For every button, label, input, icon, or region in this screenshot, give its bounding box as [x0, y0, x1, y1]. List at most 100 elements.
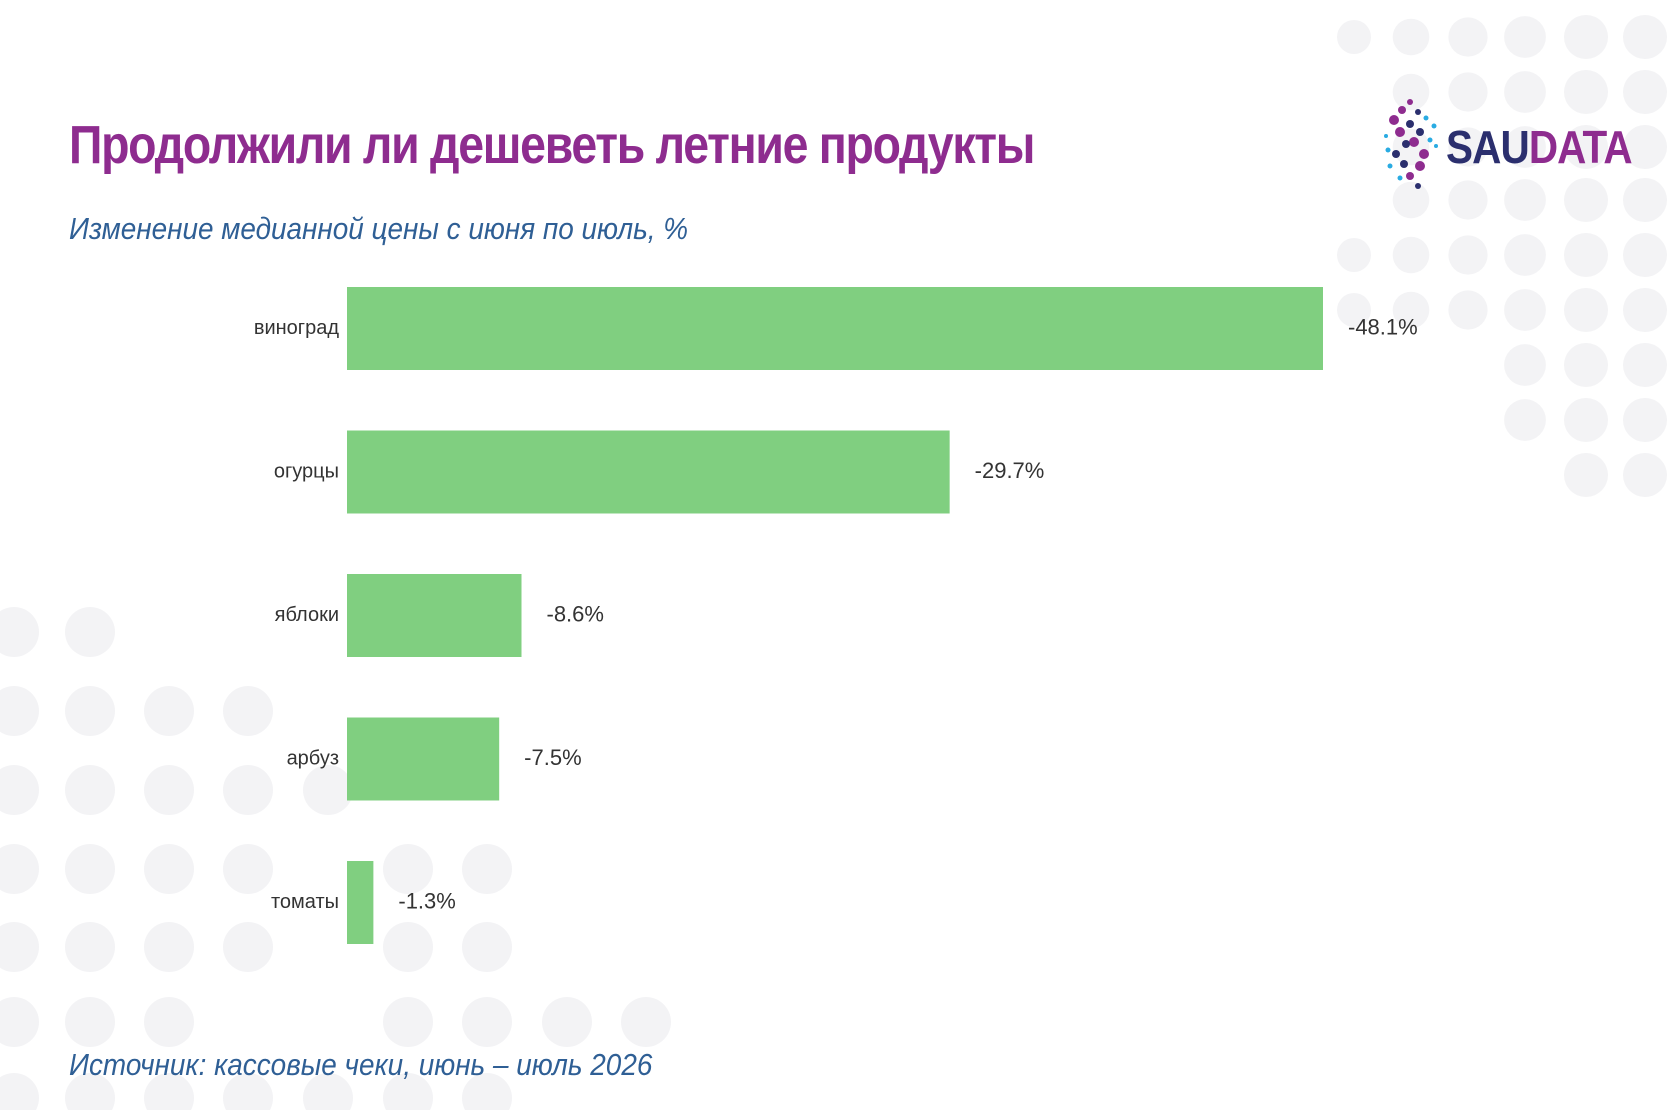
background-dot	[1337, 238, 1371, 272]
background-dot	[383, 1073, 433, 1110]
background-dot	[1623, 125, 1667, 169]
background-dot	[0, 686, 39, 736]
background-dot	[1504, 179, 1546, 221]
source-note: Источник: кассовые чеки, июнь – июль 202…	[69, 1047, 653, 1082]
background-dot	[1623, 288, 1667, 332]
background-dot	[462, 997, 512, 1047]
background-dot	[1504, 399, 1546, 441]
background-dot	[1504, 289, 1546, 331]
background-dot	[462, 844, 512, 894]
value-label: -48.1%	[1348, 314, 1418, 339]
background-dot	[1564, 178, 1608, 222]
background-dot	[1504, 16, 1546, 58]
background-dot	[144, 922, 194, 972]
background-dot	[1504, 344, 1546, 386]
logo-text-sau: SAU	[1446, 121, 1530, 173]
category-label: томаты	[271, 891, 339, 913]
logo-mark-icon	[1384, 99, 1438, 189]
background-dot	[1564, 70, 1608, 114]
background-dot	[0, 765, 39, 815]
background-dot	[1448, 72, 1488, 112]
background-dot	[65, 922, 115, 972]
background-dot	[65, 997, 115, 1047]
background-dot	[65, 1073, 115, 1110]
background-dot	[1623, 398, 1667, 442]
background-dot	[1448, 127, 1488, 167]
background-dot	[1623, 453, 1667, 497]
background-dot	[0, 922, 39, 972]
background-dot	[1448, 235, 1488, 275]
background-dot	[144, 686, 194, 736]
background-dot	[303, 765, 353, 815]
background-dot	[0, 844, 39, 894]
background-dot	[223, 922, 273, 972]
background-dot	[1392, 236, 1430, 274]
background-dot	[65, 844, 115, 894]
value-label: -29.7%	[975, 458, 1045, 483]
background-dot	[1392, 73, 1430, 111]
background-dot	[303, 1073, 353, 1110]
background-dot	[0, 1073, 39, 1110]
background-dot	[144, 844, 194, 894]
background-dot	[1623, 15, 1667, 59]
background-dot	[383, 844, 433, 894]
background-dot	[1392, 291, 1430, 329]
background-dot	[223, 765, 273, 815]
background-dot	[1564, 233, 1608, 277]
background-dot	[1564, 398, 1608, 442]
background-dot	[1623, 233, 1667, 277]
background-dot	[1392, 181, 1430, 219]
category-label: виноград	[254, 317, 340, 339]
background-dot	[144, 765, 194, 815]
background-dot	[1564, 288, 1608, 332]
background-dot	[144, 1073, 194, 1110]
background-dot	[65, 607, 115, 657]
bar-0	[347, 287, 1323, 370]
background-dot	[1623, 343, 1667, 387]
background-dot	[383, 922, 433, 972]
background-dot	[462, 1073, 512, 1110]
background-dot	[621, 997, 671, 1047]
background-dot	[0, 997, 39, 1047]
value-label: -7.5%	[524, 745, 581, 770]
background-dot	[1623, 178, 1667, 222]
category-label: арбуз	[287, 747, 339, 769]
background-dot	[1564, 343, 1608, 387]
background-dot	[1504, 71, 1546, 113]
background-dot	[1337, 293, 1371, 327]
bar-2	[347, 574, 522, 657]
bar-4	[347, 861, 374, 944]
category-label: огурцы	[274, 460, 339, 482]
background-dot	[223, 844, 273, 894]
background-dot	[1564, 453, 1608, 497]
background-dot	[1448, 180, 1488, 220]
value-label: -1.3%	[398, 888, 455, 913]
page-title: Продолжили ли дешеветь летние продукты	[69, 115, 1035, 175]
background-dot	[1504, 234, 1546, 276]
chart-subtitle: Изменение медианной цены с июня по июль,…	[69, 211, 689, 246]
background-dot	[223, 1073, 273, 1110]
value-label: -8.6%	[547, 601, 604, 626]
saudata-logo: SAUDATA	[1380, 96, 1633, 196]
background-dot	[1504, 126, 1546, 168]
background-dot	[144, 997, 194, 1047]
background-dot	[462, 922, 512, 972]
background-dot	[65, 765, 115, 815]
background-dot	[1448, 290, 1488, 330]
background-dot	[65, 686, 115, 736]
background-dot	[383, 997, 433, 1047]
background-dot	[1392, 18, 1430, 56]
background-dot	[1564, 125, 1608, 169]
logo-text-data: DATA	[1528, 121, 1633, 173]
category-label: яблоки	[275, 604, 339, 626]
background-dot	[542, 997, 592, 1047]
background-dot	[0, 607, 39, 657]
background-dot	[1564, 15, 1608, 59]
background-dot	[1448, 17, 1488, 57]
bar-3	[347, 717, 500, 801]
background-dot	[1623, 70, 1667, 114]
background-dot	[1337, 20, 1371, 54]
background-dot	[223, 686, 273, 736]
